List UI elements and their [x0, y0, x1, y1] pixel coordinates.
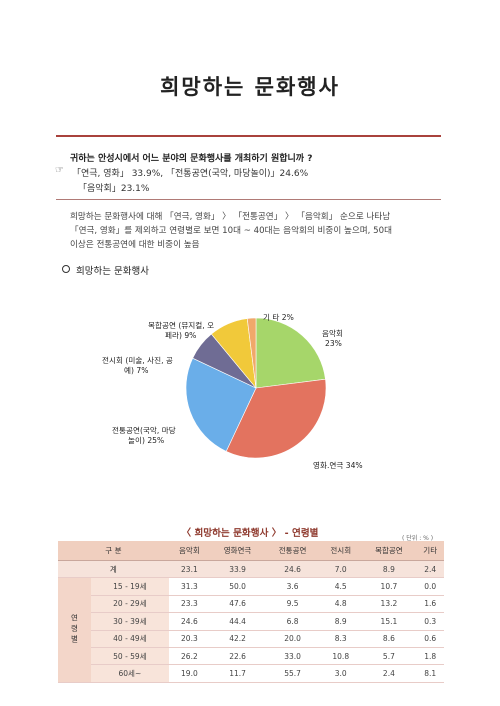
table-cell: 8.6 — [361, 630, 417, 648]
table-cell: 9.5 — [265, 595, 321, 614]
col-music: 음악회 — [168, 541, 211, 561]
table-cell: 7.0 — [320, 560, 362, 579]
label-music-1: 음악회 — [322, 328, 343, 338]
table-cell: 2.4 — [361, 664, 417, 683]
table-cell: 13.2 — [361, 595, 417, 614]
table-cell: 33.9 — [210, 560, 266, 579]
label-trad-1: 전통공연(국악, 마당 — [112, 425, 176, 435]
table-cell: 11.7 — [210, 664, 266, 683]
table-cell: 20.0 — [265, 630, 321, 648]
table-cell: 42.2 — [210, 630, 266, 648]
label-exhibition-2: 예) 7% — [124, 365, 148, 375]
table-cell: 22.6 — [210, 647, 266, 666]
table-row: 40 - 49세 20.3 42.2 20.0 8.3 8.6 0.6 — [58, 630, 444, 648]
table-cell: 5.7 — [361, 647, 417, 666]
pie-chart: 음악회 23% 영화.연극 34% 전통공연(국악, 마당 놀이) 25% 전시… — [102, 313, 363, 470]
label-combo-2: 페라) 9% — [165, 330, 196, 340]
table-cell: 55.7 — [265, 664, 321, 683]
age-table: 구 분 음악회 영화연극 전통공연 전시회 복합공연 기타 계 23.1 33.… — [58, 541, 444, 683]
row-label: 20 - 29세 — [91, 595, 169, 614]
table-cell: 26.2 — [168, 647, 211, 666]
table-cell: 24.6 — [265, 560, 321, 579]
description-line-1: 희망하는 문화행사에 대해 「연극, 영화」 〉 「전통공연」 〉 「음악회」 … — [70, 212, 391, 222]
table-cell: 10.8 — [320, 647, 362, 666]
col-traditional: 전통공연 — [265, 541, 321, 561]
table-cell: 3.0 — [320, 664, 362, 683]
table-cell: 8.3 — [320, 630, 362, 648]
table-cell: 44.4 — [210, 612, 266, 631]
table-cell: 0.0 — [416, 577, 444, 596]
table-cell: 8.1 — [416, 664, 444, 683]
table-cell: 2.4 — [416, 560, 444, 579]
table-cell: 24.6 — [168, 612, 211, 631]
table-cell: 4.5 — [320, 577, 362, 596]
table-cell: 33.0 — [265, 647, 321, 666]
table-cell: 31.3 — [168, 577, 211, 596]
answer-line-1: 「연극, 영화」 33.9%, 「전통공연(국악, 마당놀이)」24.6% — [72, 169, 309, 179]
group-label: 연령별 — [58, 577, 91, 683]
col-combined: 복합공연 — [361, 541, 417, 561]
description-line-3: 이상은 전통공연에 대한 비중이 높음 — [70, 240, 200, 250]
pie-labels: 음악회 23% 영화.연극 34% 전통공연(국악, 마당 놀이) 25% 전시… — [102, 313, 363, 470]
col-exhibition: 전시회 — [320, 541, 362, 561]
title-divider — [56, 135, 441, 137]
table-row-total: 계 23.1 33.9 24.6 7.0 8.9 2.4 — [58, 560, 444, 579]
pointing-hand-icon: ☞ — [55, 165, 64, 176]
label-movie: 영화.연극 34% — [313, 460, 363, 470]
table-cell: 8.9 — [320, 612, 362, 631]
chart-section-title: 희망하는 문화행사 — [62, 263, 149, 277]
row-label: 계 — [58, 560, 169, 579]
table-row: 연령별 15 - 19세 31.3 50.0 3.6 4.5 10.7 0.0 — [58, 577, 444, 683]
answer-line-2: 「음악회」23.1% — [78, 184, 150, 194]
table-cell: 1.6 — [416, 595, 444, 614]
table-cell: 1.8 — [416, 647, 444, 666]
col-movie: 영화연극 — [210, 541, 266, 561]
pie-slices — [185, 317, 327, 459]
row-label: 60세~ — [91, 664, 169, 683]
pie-slice-0 — [255, 317, 326, 389]
label-etc: 기 타 2% — [263, 313, 294, 322]
row-label: 30 - 39세 — [91, 612, 169, 631]
row-label: 40 - 49세 — [91, 630, 169, 648]
row-label: 15 - 19세 — [91, 577, 169, 596]
corner-header: 구 분 — [58, 541, 169, 561]
table-header-row: 구 분 음악회 영화연극 전통공연 전시회 복합공연 기타 — [58, 541, 444, 561]
circle-bullet-icon — [62, 265, 70, 273]
table-cell: 50.0 — [210, 577, 266, 596]
table-cell: 6.8 — [265, 612, 321, 631]
table-cell: 19.0 — [168, 664, 211, 683]
table-title: 〈 희망하는 문화행사 〉 - 연령별 — [181, 528, 319, 539]
survey-question: 귀하는 안성시에서 어느 분야의 문화행사를 개최하기 원합니까 ? — [70, 154, 313, 164]
pie-slice-5 — [246, 317, 257, 389]
table-cell: 0.3 — [416, 612, 444, 631]
table-cell: 23.1 — [168, 560, 211, 579]
unit-label: ( 단위 : % ) — [402, 535, 434, 542]
section-divider — [56, 199, 441, 200]
table-cell: 8.9 — [361, 560, 417, 579]
table-cell: 15.1 — [361, 612, 417, 631]
table-row: 30 - 39세 24.6 44.4 6.8 8.9 15.1 0.3 — [58, 612, 444, 631]
label-trad-2: 놀이) 25% — [128, 435, 164, 445]
table-row: 20 - 29세 23.3 47.6 9.5 4.8 13.2 1.6 — [58, 595, 444, 614]
col-other: 기타 — [416, 541, 444, 561]
label-exhibition-1: 전시회 (미술, 사진, 공 — [102, 355, 173, 365]
table-cell: 10.7 — [361, 577, 417, 596]
label-combo-1: 복합공연 (뮤지컬, 오 — [148, 321, 214, 330]
table-cell: 0.6 — [416, 630, 444, 648]
pie-slice-2 — [185, 357, 257, 452]
chart-section-label: 희망하는 문화행사 — [76, 266, 149, 277]
row-label: 50 - 59세 — [91, 647, 169, 666]
table-cell: 4.8 — [320, 595, 362, 614]
table-cell: 23.3 — [168, 595, 211, 614]
table-row: 60세~ 19.0 11.7 55.7 3.0 2.4 8.1 — [58, 664, 444, 683]
description-line-2: 「연극, 영화」를 제외하고 연령별로 보면 10대 ~ 40대는 음악회의 비… — [70, 226, 392, 236]
table-row: 50 - 59세 26.2 22.6 33.0 10.8 5.7 1.8 — [58, 647, 444, 666]
table-cell: 20.3 — [168, 630, 211, 648]
table-cell: 47.6 — [210, 595, 266, 614]
table-cell: 3.6 — [265, 577, 321, 596]
page-title: 희망하는 문화행사 — [160, 75, 340, 99]
label-music-2: 23% — [325, 339, 342, 348]
